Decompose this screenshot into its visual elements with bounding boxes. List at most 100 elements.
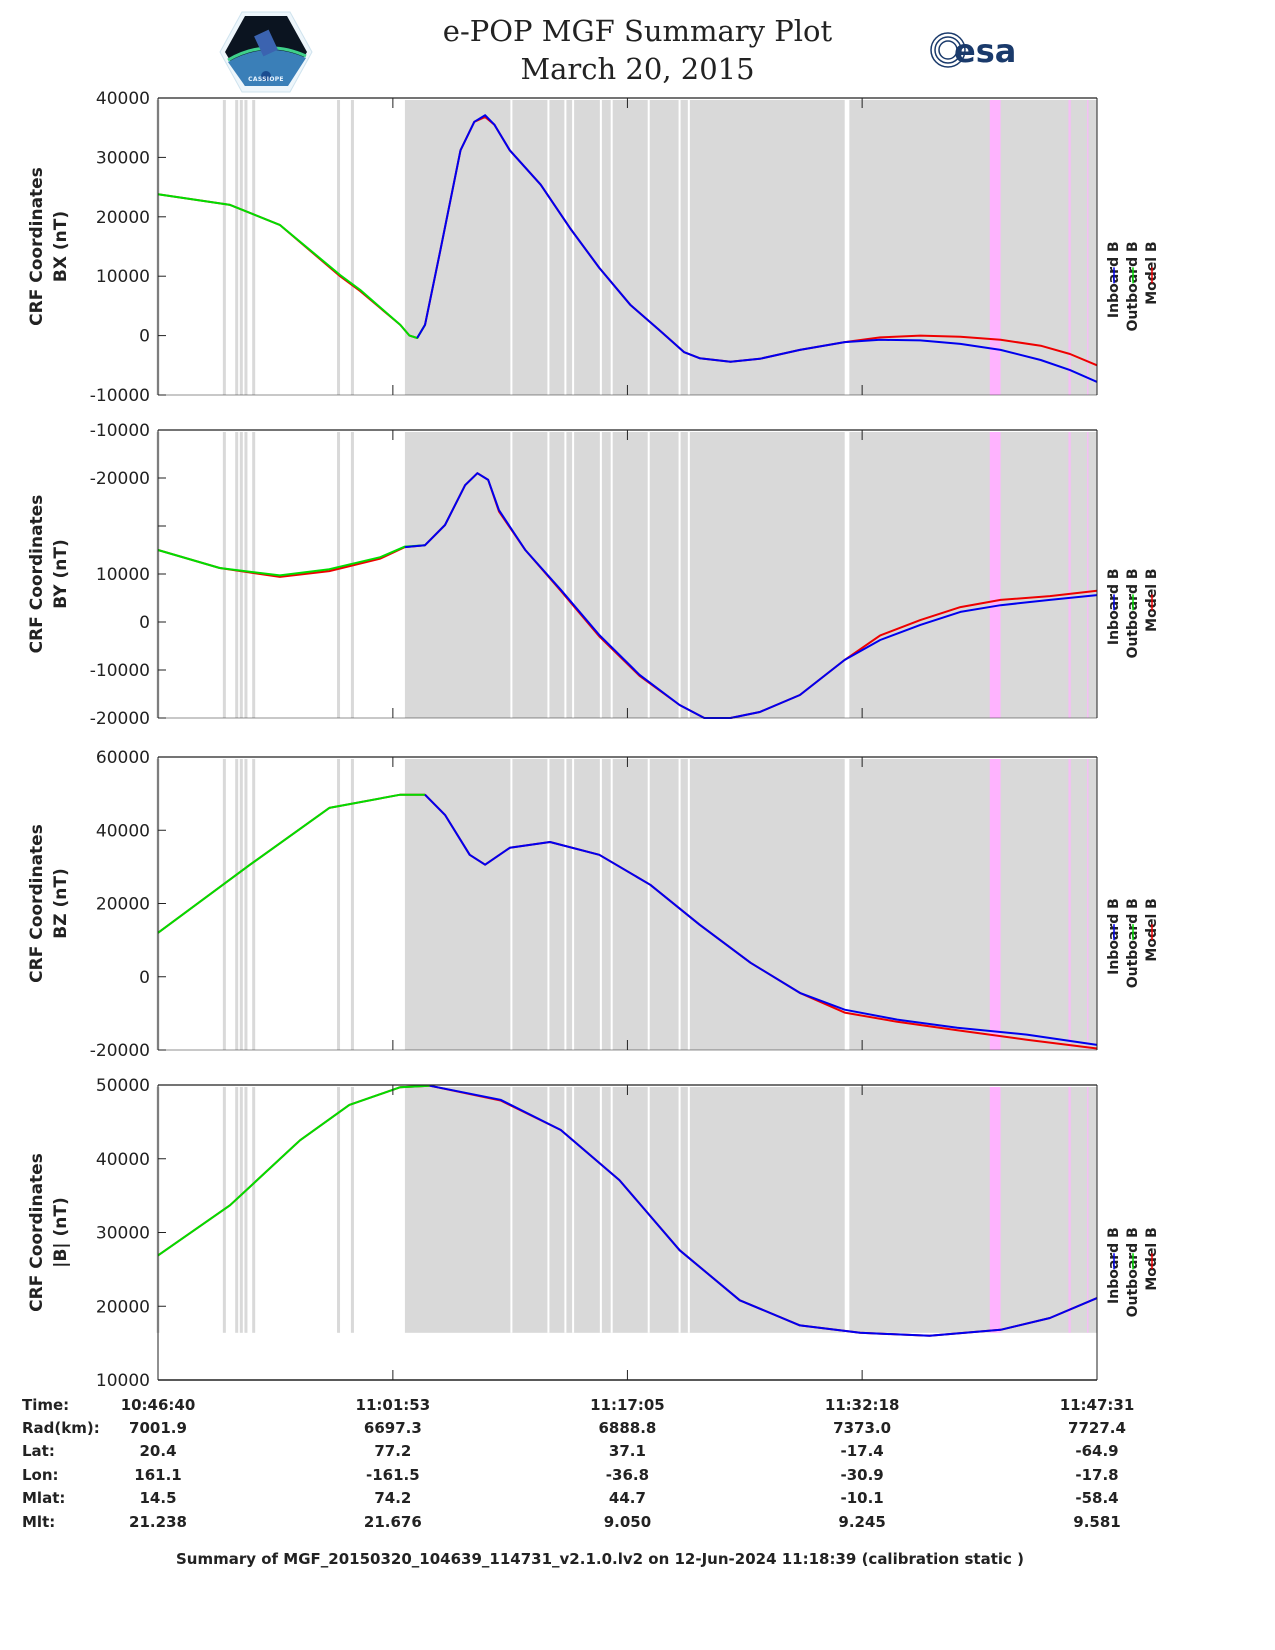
flag-band <box>1068 1087 1071 1333</box>
data-gap <box>647 1087 650 1333</box>
y-tick-label: 40000 <box>96 1150 150 1170</box>
footer-summary: Summary of MGF_20150320_104639_114731_v2… <box>175 1550 1024 1568</box>
table-value: 11:17:05 <box>590 1396 665 1414</box>
table-value: 11:32:18 <box>824 1396 900 1414</box>
table-value: 161.1 <box>134 1466 182 1484</box>
y-tick-label: -20000 <box>90 1041 150 1061</box>
data-gap <box>678 432 681 718</box>
plot-title: e-POP MGF Summary Plot <box>442 14 833 48</box>
data-gap <box>647 759 650 1050</box>
coverage-line <box>252 1087 256 1333</box>
y-tick-label: 0 <box>139 327 150 347</box>
series-inboard <box>416 114 1098 383</box>
data-gap <box>547 1087 550 1333</box>
coverage-line <box>350 1087 354 1333</box>
table-value: 6697.3 <box>363 1419 422 1437</box>
plot-date: March 20, 2015 <box>520 52 755 86</box>
table-value: -30.9 <box>840 1466 884 1484</box>
cassiope-logo <box>218 10 314 98</box>
table-value: -36.8 <box>605 1466 650 1484</box>
flag-band <box>1068 100 1071 395</box>
data-gap <box>564 759 567 1050</box>
coverage-line <box>235 759 239 1050</box>
y-tick-label: 60000 <box>96 748 150 768</box>
coverage-line <box>244 100 248 395</box>
y-tick-label: 0 <box>139 613 150 633</box>
row-label: Time: <box>22 1396 70 1414</box>
coverage-band <box>404 100 1097 395</box>
y-axis-label: CRF Coordinates <box>27 167 47 326</box>
cassiope-logo-text: CASSIOPE <box>248 76 284 83</box>
table-value: 77.2 <box>374 1442 412 1460</box>
table-value: 9.581 <box>1073 1513 1121 1531</box>
flag-band <box>1068 432 1071 718</box>
legend-label: Outboard B <box>1125 241 1141 331</box>
coverage-band <box>404 759 1097 1050</box>
coverage-line <box>222 100 226 395</box>
row-label: Mlat: <box>22 1489 66 1507</box>
y-axis-label: |B| (nT) <box>51 1197 71 1268</box>
row-label: Mlt: <box>22 1513 56 1531</box>
flag-band <box>989 759 1001 1050</box>
coverage-line <box>337 1087 341 1333</box>
y-tick-label: 20000 <box>96 208 150 228</box>
y-axis-label: BY (nT) <box>51 539 71 609</box>
panel-1: 40000 30000 20000 10000 0 -10000 CRF Coordinat… <box>27 89 1160 406</box>
coverage-line <box>350 100 354 395</box>
table-value: -10.1 <box>840 1489 884 1507</box>
data-gap <box>610 432 613 718</box>
data-gap <box>547 759 550 1050</box>
series-inboard <box>424 793 1098 1046</box>
coverage-line <box>337 100 341 395</box>
coverage-line <box>337 759 341 1050</box>
data-gap <box>572 759 575 1050</box>
data-gap <box>844 1087 850 1333</box>
coverage-line <box>222 432 226 718</box>
coverage-line <box>244 759 248 1050</box>
data-gap <box>687 100 690 395</box>
data-gap <box>678 1087 681 1333</box>
coverage-line <box>235 100 239 395</box>
y-tick-label: -20000 <box>90 709 150 729</box>
data-gap <box>610 100 613 395</box>
table-value: 7373.0 <box>833 1419 892 1437</box>
y-tick-label: -20000 <box>90 469 150 489</box>
coverage-line <box>235 432 239 718</box>
coverage-line <box>350 432 354 718</box>
y-axis-label: CRF Coordinates <box>27 1153 47 1312</box>
y-tick-label: 40000 <box>96 89 150 109</box>
coverage-line <box>252 100 256 395</box>
y-tick-label: 10000 <box>96 565 150 585</box>
data-gap <box>687 432 690 718</box>
data-gap <box>599 100 602 395</box>
table-value: -64.9 <box>1075 1442 1119 1460</box>
data-gap <box>844 759 850 1050</box>
coverage-line <box>239 432 243 718</box>
y-tick-label: 0 <box>139 968 150 988</box>
y-tick-label: 10000 <box>96 267 150 287</box>
data-gap <box>564 432 567 718</box>
data-gap <box>678 100 681 395</box>
data-gap <box>572 432 575 718</box>
coverage-line <box>244 1087 248 1333</box>
coverage-band <box>404 432 1097 718</box>
table-value: 20.4 <box>139 1442 177 1460</box>
table-value: -17.8 <box>1075 1466 1119 1484</box>
panel-3: 60000 40000 20000 0 -20000 CRF Coordinates BZ … <box>27 748 1160 1061</box>
data-gap <box>610 1087 613 1333</box>
table-value: -161.5 <box>366 1466 420 1484</box>
flag-band <box>1086 1087 1089 1333</box>
y-tick-label: 30000 <box>96 1224 150 1244</box>
data-gap <box>510 1087 513 1333</box>
data-gap <box>564 1087 567 1333</box>
series-outboard <box>157 544 426 577</box>
series-inboard <box>429 1084 1098 1337</box>
series-outboard <box>157 193 426 339</box>
flag-band <box>1086 759 1089 1050</box>
coverage-line <box>252 432 256 718</box>
y-axis-label: CRF Coordinates <box>27 824 47 983</box>
coverage-line <box>239 759 243 1050</box>
legend-label: Outboard B <box>1125 898 1141 988</box>
panel-2: -10000 -20000 10000 0 -10000 -20000 CRF Coordi… <box>27 421 1160 729</box>
